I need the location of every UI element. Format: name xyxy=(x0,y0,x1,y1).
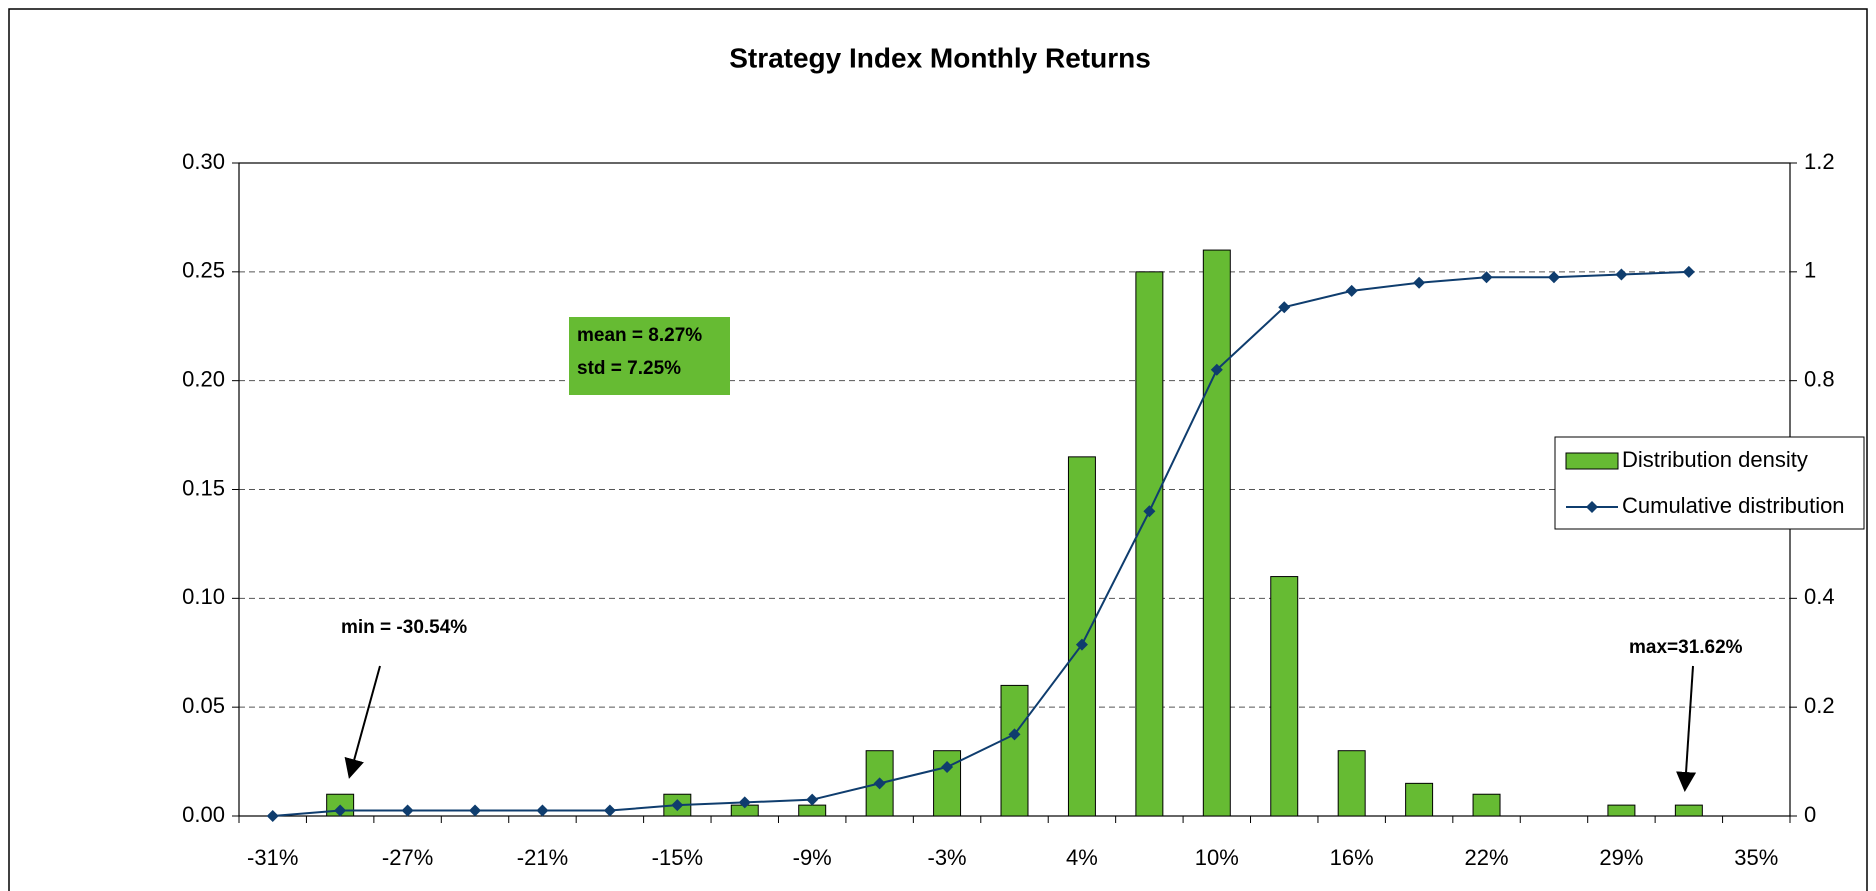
x-tick-label: 4% xyxy=(1066,845,1098,870)
bar xyxy=(1270,576,1299,817)
y-tick-label: 0.05 xyxy=(182,693,225,718)
y2-tick-label: 0 xyxy=(1804,802,1816,827)
marker xyxy=(1480,271,1493,284)
marks xyxy=(266,249,1703,822)
y2-tick-label: 0.4 xyxy=(1804,584,1835,609)
legend: Distribution density Cumulative distribut… xyxy=(1554,436,1865,530)
y-tick-label: 0.20 xyxy=(182,366,225,391)
marker xyxy=(738,796,751,809)
marker xyxy=(603,804,616,817)
marker xyxy=(1682,265,1695,278)
marker xyxy=(873,777,886,790)
bar xyxy=(1472,793,1501,817)
legend-box xyxy=(1554,436,1865,530)
max-arrow xyxy=(1676,665,1697,792)
bar xyxy=(1000,684,1029,817)
legend-marker xyxy=(1586,501,1598,513)
bar xyxy=(1337,750,1366,817)
bar xyxy=(1067,456,1096,817)
marker xyxy=(1615,268,1628,281)
marker xyxy=(941,761,954,774)
marker xyxy=(1210,363,1223,376)
x-tick-label: 35% xyxy=(1734,845,1778,870)
y2-tick-label: 1.2 xyxy=(1804,149,1835,174)
marker xyxy=(266,810,279,822)
stats-box xyxy=(569,317,730,395)
marker xyxy=(1075,638,1088,651)
x-tick-label: 29% xyxy=(1599,845,1643,870)
bar xyxy=(1674,804,1703,817)
y2-tick-label: 1 xyxy=(1804,258,1816,283)
marker xyxy=(1547,271,1560,284)
y-tick-label: 0.00 xyxy=(182,802,225,827)
x-tick-label: -15% xyxy=(652,845,703,870)
y2-tick-label: 0.2 xyxy=(1804,693,1835,718)
y2-tick-label: 0.8 xyxy=(1804,366,1835,391)
grid: 0.000.050.100.150.200.250.3000.20.40.60.… xyxy=(182,149,1834,870)
marker xyxy=(334,804,347,817)
bar xyxy=(1607,804,1636,817)
marker xyxy=(401,804,414,817)
y-tick-label: 0.30 xyxy=(182,149,225,174)
marker xyxy=(536,804,549,817)
x-tick-label: 10% xyxy=(1195,845,1239,870)
marker xyxy=(806,793,819,806)
marker xyxy=(671,799,684,812)
bar xyxy=(1135,271,1164,817)
x-tick-label: 16% xyxy=(1330,845,1374,870)
marker xyxy=(1278,301,1291,314)
bar xyxy=(798,804,827,817)
legend-label: Cumulative distribution xyxy=(1622,493,1845,518)
x-tick-label: -9% xyxy=(793,845,832,870)
x-tick-label: 22% xyxy=(1465,845,1509,870)
line xyxy=(272,270,1689,817)
max-annotation: max=31.62% xyxy=(1629,637,1743,658)
bar xyxy=(933,750,962,817)
legend-label: Distribution density xyxy=(1622,447,1808,472)
x-tick-label: -21% xyxy=(517,845,568,870)
marker xyxy=(469,804,482,817)
marker xyxy=(1008,728,1021,741)
marker xyxy=(1413,276,1426,289)
marker xyxy=(1143,505,1156,518)
legend-swatch xyxy=(1565,452,1619,470)
x-tick-label: -3% xyxy=(928,845,967,870)
chart-title: Strategy Index Monthly Returns xyxy=(729,42,1151,73)
marker xyxy=(1345,284,1358,297)
mean-annotation: mean = 8.27% xyxy=(577,325,702,346)
min-annotation: min = -30.54% xyxy=(341,617,467,638)
std-annotation: std = 7.25% xyxy=(577,358,681,379)
x-tick-label: -31% xyxy=(247,845,298,870)
min-arrow xyxy=(344,665,381,779)
bar xyxy=(1202,249,1231,817)
y-tick-label: 0.15 xyxy=(182,475,225,500)
y-tick-label: 0.25 xyxy=(182,258,225,283)
bar xyxy=(1405,782,1434,817)
x-tick-label: -27% xyxy=(382,845,433,870)
y-tick-label: 0.10 xyxy=(182,584,225,609)
